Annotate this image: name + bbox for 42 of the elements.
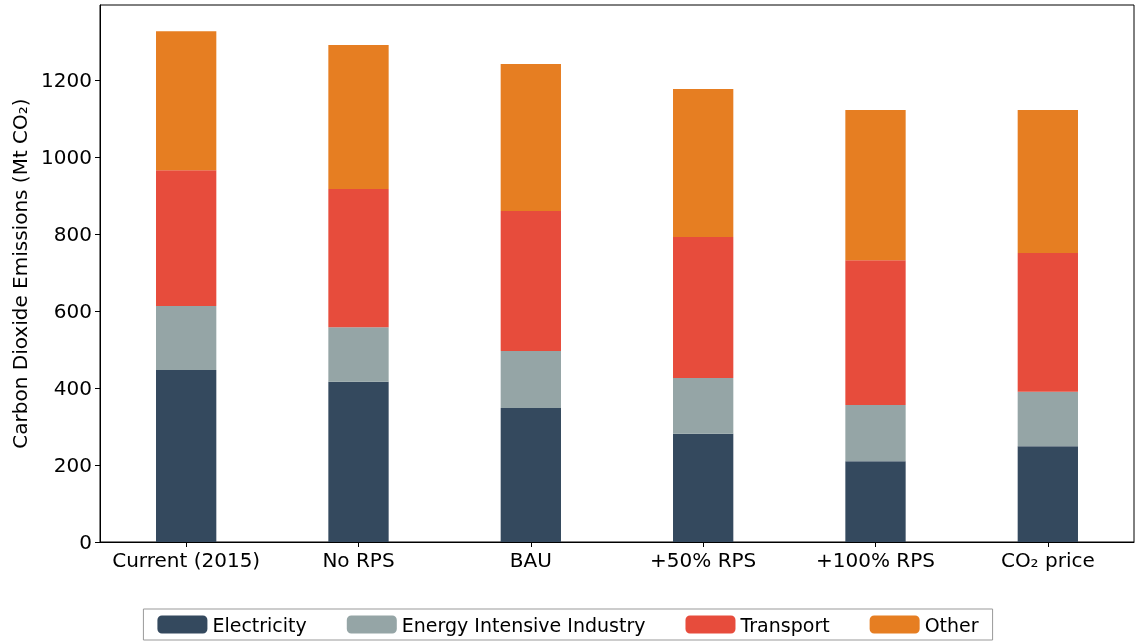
y-axis-title: Carbon Dioxide Emissions (Mt CO₂) bbox=[8, 98, 33, 449]
bar bbox=[156, 170, 217, 307]
bar bbox=[328, 327, 389, 382]
y-tick-label: 1200 bbox=[41, 68, 92, 93]
bar bbox=[156, 369, 217, 542]
bar bbox=[1017, 391, 1078, 447]
bar bbox=[673, 378, 734, 434]
bar bbox=[500, 63, 561, 211]
bar bbox=[328, 45, 389, 189]
bar bbox=[845, 260, 906, 405]
y-tick-label: 1000 bbox=[41, 145, 92, 170]
bar bbox=[156, 31, 217, 171]
bar bbox=[500, 210, 561, 352]
bar bbox=[1017, 446, 1078, 542]
bar bbox=[328, 381, 389, 542]
y-tick-label: 0 bbox=[79, 530, 92, 554]
y-tick-label: 800 bbox=[53, 222, 92, 247]
legend-label: Electricity bbox=[212, 613, 307, 636]
bar bbox=[845, 404, 906, 462]
bar bbox=[673, 88, 734, 238]
x-tick-label: CO₂ price bbox=[1000, 548, 1095, 572]
bar bbox=[673, 433, 734, 542]
bar bbox=[1017, 252, 1078, 392]
legend-label: Energy Intensive Industry bbox=[401, 613, 646, 636]
bar bbox=[500, 408, 561, 542]
x-tick-label: Current (2015) bbox=[112, 548, 261, 572]
bar bbox=[500, 351, 561, 409]
bar bbox=[1017, 110, 1078, 253]
legend-label: Transport bbox=[739, 613, 830, 636]
x-tick-label: +100% RPS bbox=[816, 548, 935, 572]
y-tick-label: 400 bbox=[53, 376, 92, 401]
x-tick-label: BAU bbox=[509, 548, 552, 572]
x-tick-label: No RPS bbox=[322, 548, 395, 572]
x-tick-label: +50% RPS bbox=[650, 548, 757, 572]
y-tick-label: 200 bbox=[53, 453, 92, 478]
bar bbox=[156, 306, 217, 370]
y-tick-label: 600 bbox=[53, 299, 92, 324]
bar bbox=[328, 189, 389, 328]
bar bbox=[845, 110, 906, 261]
bar bbox=[673, 237, 734, 379]
bar bbox=[845, 461, 906, 542]
legend-label: Other bbox=[924, 613, 979, 636]
